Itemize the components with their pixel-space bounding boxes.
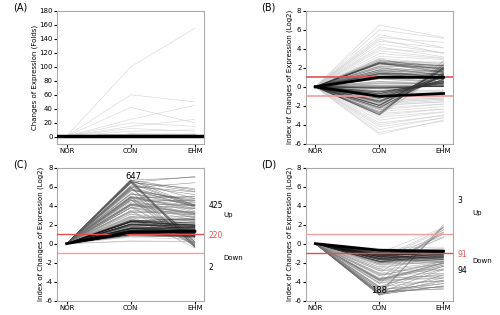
Text: (B): (B) (262, 3, 276, 13)
Text: 220: 220 (209, 231, 224, 240)
Text: 94: 94 (458, 266, 468, 275)
Text: Up: Up (472, 210, 482, 216)
Text: (C): (C) (13, 160, 27, 169)
Y-axis label: Index of Changes of Expression (Log2): Index of Changes of Expression (Log2) (286, 10, 293, 145)
Text: (D): (D) (262, 160, 276, 169)
Y-axis label: Index of Changes of Expression (Log2): Index of Changes of Expression (Log2) (38, 167, 44, 301)
Text: 188: 188 (372, 286, 388, 295)
Text: 91: 91 (458, 250, 467, 259)
Text: 647: 647 (126, 172, 142, 180)
Text: (A): (A) (13, 3, 27, 13)
Text: Down: Down (472, 258, 492, 264)
Y-axis label: Index of Changes of Expression (Log2): Index of Changes of Expression (Log2) (286, 167, 293, 301)
Y-axis label: Changes of Expression (Folds): Changes of Expression (Folds) (32, 25, 38, 130)
Text: 425: 425 (209, 201, 224, 210)
Text: Up: Up (224, 212, 233, 218)
Text: 2: 2 (209, 263, 214, 272)
Text: Down: Down (224, 255, 244, 261)
Text: 3: 3 (458, 196, 462, 205)
